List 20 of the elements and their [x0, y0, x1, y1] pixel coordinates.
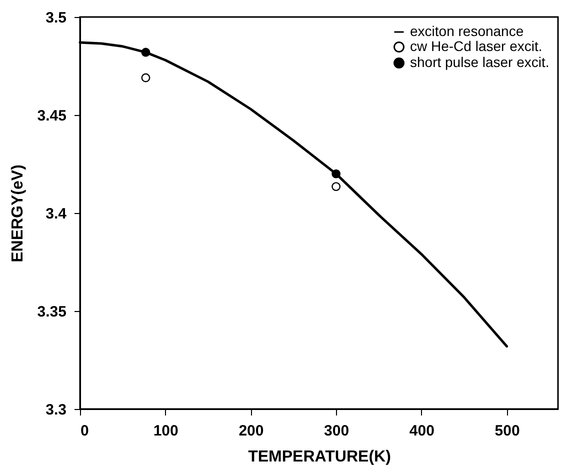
x-tick-label: 200: [238, 422, 264, 440]
y-tick-label: 3.45: [37, 108, 66, 124]
legend-label: exciton resonance: [410, 23, 524, 39]
y-tick-label: 3.4: [46, 206, 68, 222]
x-tick-label: 300: [324, 422, 350, 440]
x-tick-label: 0: [80, 422, 89, 440]
legend-label: cw He-Cd laser excit.: [410, 38, 542, 54]
x-axis-title: TEMPERATURE(K): [248, 448, 391, 466]
y-axis-title: ENERGY(eV): [9, 164, 26, 262]
point: [141, 48, 150, 57]
y-tick-label: 3.3: [46, 402, 66, 418]
point: [332, 169, 341, 178]
x-tick-label: 400: [409, 422, 434, 440]
y-tick-label: 3.35: [37, 304, 66, 320]
point: [141, 73, 150, 82]
y-tick-label: 3.5: [46, 10, 66, 26]
legend-label: short pulse laser excit.: [410, 54, 550, 70]
x-tick-label: 500: [494, 422, 520, 440]
point: [332, 182, 341, 192]
x-tick-label: 100: [153, 422, 178, 440]
